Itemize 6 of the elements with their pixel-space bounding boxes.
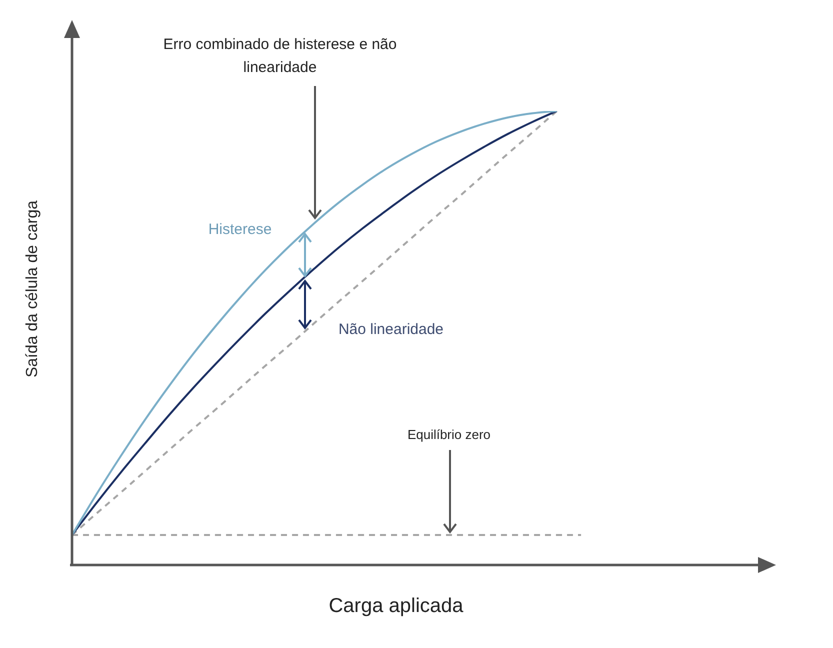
annotation: Histerese xyxy=(207,220,273,240)
y-axis-title: Saída da célula de carga xyxy=(24,200,42,380)
annotation: Equilíbrio zero xyxy=(406,426,492,444)
x-axis-title: Carga aplicada xyxy=(328,595,464,618)
annotation: Não linearidade xyxy=(337,320,445,340)
text: Erro combinado de histerese e não linearidade xyxy=(162,35,398,78)
